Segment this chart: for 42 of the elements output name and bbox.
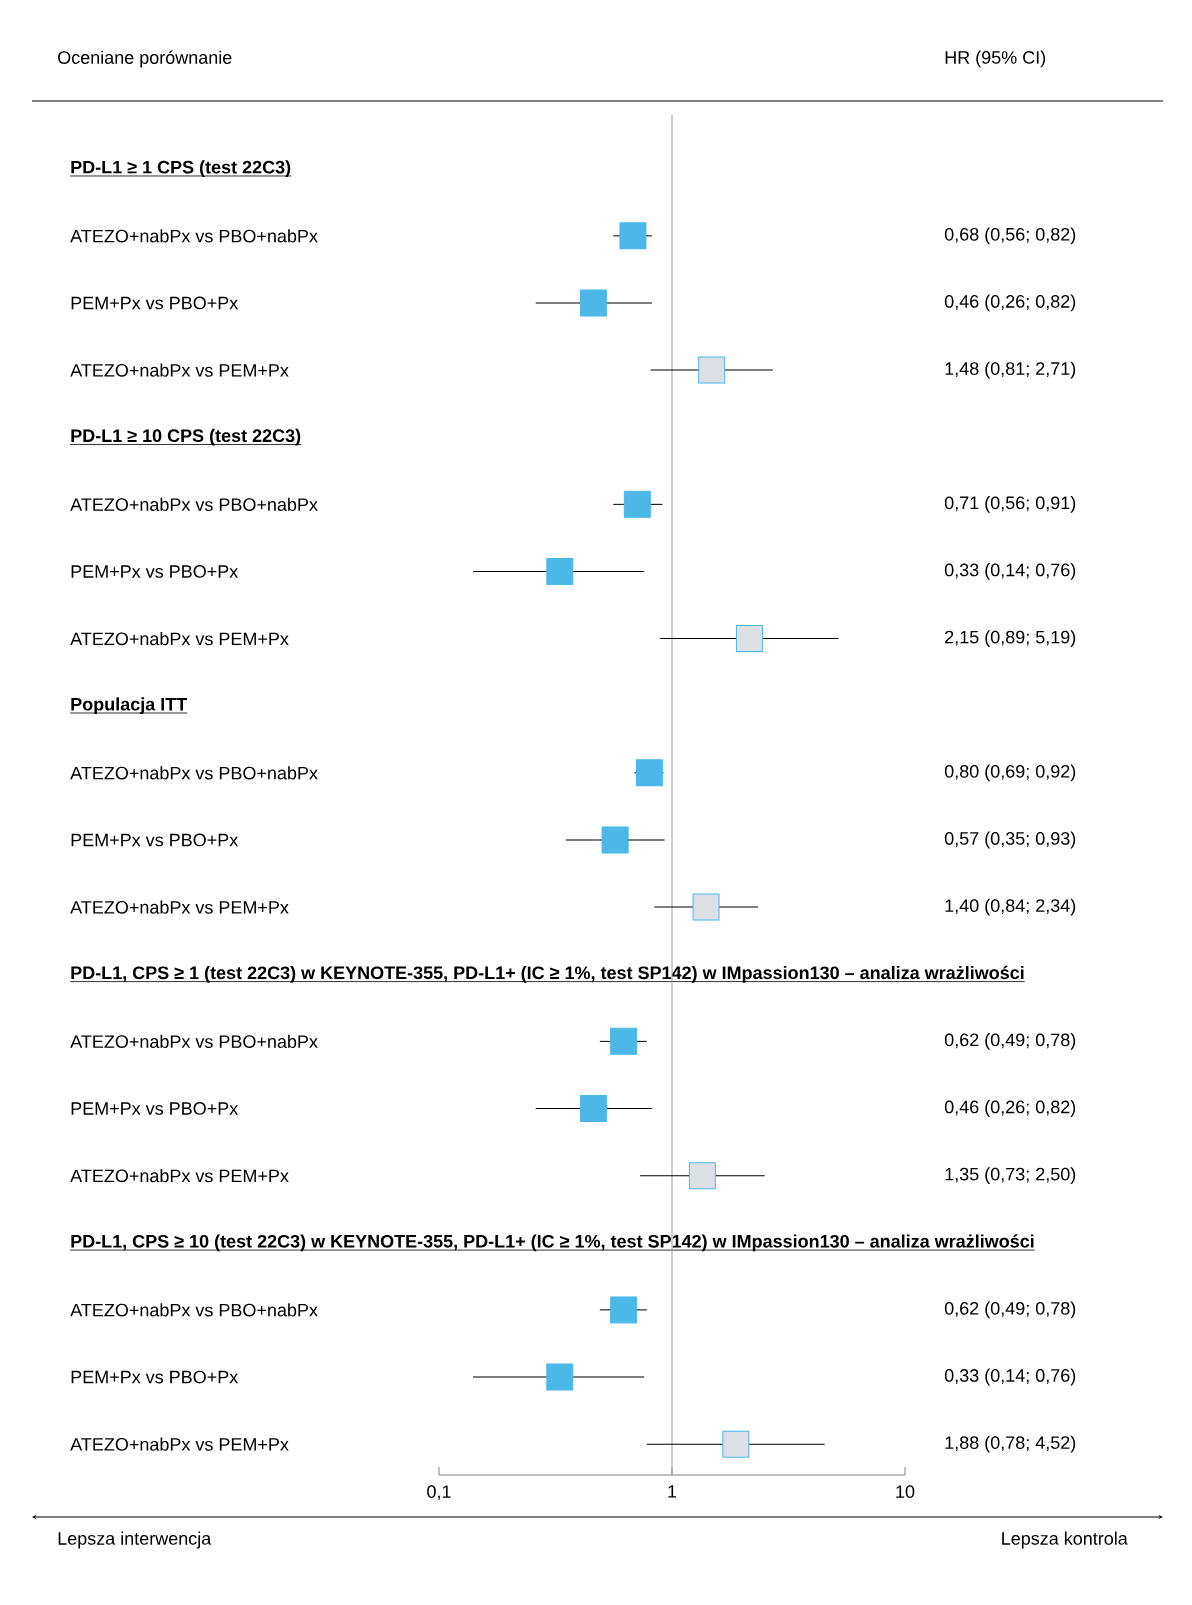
y-tick-label: PD-L1 ≥ 10 CPS (test 22C3) <box>71 428 301 446</box>
data-label: 1,35 (0,73; 2,50) <box>945 1167 1076 1185</box>
data-label: 0,62 (0,49; 0,78) <box>944 1301 1076 1319</box>
y-tick-label: PEM+Px vs PBO+Px <box>71 296 239 310</box>
y-tick-label: ATEZO+nabPx vs PBO+nabPx <box>70 766 318 780</box>
y-tick-label: PEM+Px vs PBO+Px <box>71 1102 239 1115</box>
data-label: 0,57 (0,35; 0,93) <box>944 831 1076 849</box>
y-tick-label: ATEZO+nabPx vs PEM+Px <box>70 631 289 646</box>
data-label: 0,33 (0,14; 0,76) <box>944 563 1076 580</box>
y-tick-label: ATEZO+nabPx vs PEM+Px <box>70 900 289 914</box>
x-tick-label: 10 <box>896 1485 915 1498</box>
y-tick-label: PD-L1 ≥ 1 CPS (test 22C3) <box>71 160 291 178</box>
text: HR (95% CI) <box>945 50 1046 68</box>
x-tick-label: 1 <box>668 1485 677 1498</box>
x-tick-label: 0,1 <box>427 1485 451 1501</box>
y-tick-label: ATEZO+nabPx vs PBO+nabPx <box>70 1303 318 1317</box>
y-tick-label: ATEZO+nabPx vs PEM+Px <box>70 363 289 377</box>
text: Lepsza interwencja <box>58 1531 212 1549</box>
y-tick-label: ATEZO+nabPx vs PEM+Px <box>70 1437 289 1451</box>
data-label: 1,40 (0,84; 2,34) <box>945 898 1076 916</box>
data-label: 1,48 (0,81; 2,71) <box>945 361 1076 379</box>
y-tick-label: PD-L1, CPS ≥ 1 (test 22C3) w KEYNOTE-355, PD-L1+ (IC ≥ 1%, test SP142) w IMpassion130 – analiza wrażliwości <box>71 965 1024 983</box>
y-tick-label: Populacja ITT <box>71 697 188 715</box>
data-label: 0,68 (0,56; 0,82) <box>944 227 1076 245</box>
y-tick-label: PEM+Px vs PBO+Px <box>71 565 239 578</box>
y-tick-label: PEM+Px vs PBO+Px <box>71 1370 239 1384</box>
data-label: 0,62 (0,49; 0,78) <box>944 1032 1076 1050</box>
data-label: 0,33 (0,14; 0,76) <box>944 1368 1076 1386</box>
y-tick-label: ATEZO+nabPx vs PBO+nabPx <box>70 497 318 511</box>
data-label: 0,46 (0,26; 0,82) <box>944 294 1076 312</box>
data-label: 2,15 (0,89; 5,19) <box>945 630 1076 647</box>
data-label: 1,88 (0,78; 4,52) <box>945 1435 1076 1453</box>
y-tick-label: ATEZO+nabPx vs PBO+nabPx <box>70 229 318 243</box>
data-label: 0,80 (0,69; 0,92) <box>944 764 1076 782</box>
y-tick-label: ATEZO+nabPx vs PBO+nabPx <box>70 1034 318 1048</box>
y-tick-label: ATEZO+nabPx vs PEM+Px <box>70 1169 289 1183</box>
text: Lepsza kontrola <box>1002 1531 1128 1549</box>
y-tick-label: PEM+Px vs PBO+Px <box>71 833 239 847</box>
data-label: 0,46 (0,26; 0,82) <box>944 1100 1076 1117</box>
data-label: 0,71 (0,56; 0,91) <box>944 495 1076 513</box>
y-tick-label: PD-L1, CPS ≥ 10 (test 22C3) w KEYNOTE-355, PD-L1+ (IC ≥ 1%, test SP142) w IMpassion130 – analiza wrażliwości <box>71 1234 1034 1252</box>
text: Oceniane porównanie <box>58 50 232 68</box>
